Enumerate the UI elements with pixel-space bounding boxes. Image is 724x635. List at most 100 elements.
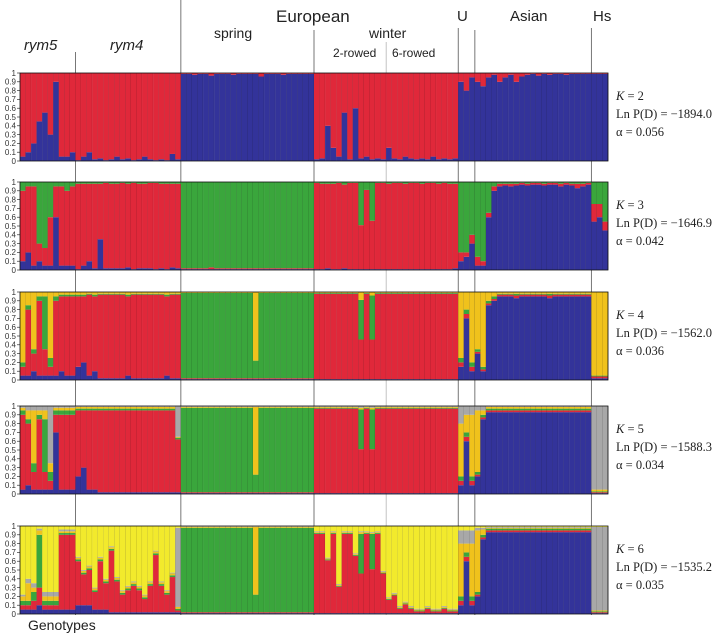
bar-segment: [53, 73, 59, 82]
bar-segment: [291, 269, 298, 270]
bar-segment: [574, 527, 581, 529]
bar-segment: [158, 526, 165, 582]
bar-segment: [513, 183, 520, 186]
bar-segment: [75, 406, 82, 409]
bar-segment: [203, 613, 209, 614]
bar-segment: [191, 268, 198, 270]
bar-segment: [319, 533, 326, 534]
bar-segment: [147, 268, 154, 270]
bar-segment: [469, 234, 475, 244]
bar-segment: [302, 269, 309, 270]
bar-segment: [458, 73, 464, 82]
bar-segment: [25, 186, 32, 253]
bar-segment: [358, 292, 364, 300]
bar-segment: [469, 292, 475, 363]
bar-segment: [64, 296, 70, 376]
bar-segment: [302, 268, 309, 270]
bar-segment: [419, 526, 425, 609]
bar-segment: [513, 292, 520, 294]
bar-segment: [424, 493, 431, 494]
bar-segment: [502, 408, 509, 411]
bar-segment: [47, 182, 54, 218]
bar-segment: [47, 134, 54, 161]
bar-segment: [297, 292, 303, 293]
bar-segment: [25, 406, 32, 411]
group-label-asian: Asian: [510, 8, 548, 25]
bar-segment: [153, 406, 159, 407]
bar-segment: [491, 190, 498, 270]
bar-segment: [142, 410, 148, 493]
bar-segment: [75, 406, 82, 407]
bar-segment: [546, 408, 553, 411]
bar-segment: [452, 608, 459, 610]
bar-segment: [230, 492, 237, 494]
bar-segment: [558, 293, 564, 295]
bar-segment: [142, 612, 148, 614]
bar-segment: [319, 73, 326, 159]
bar-segment: [497, 186, 503, 270]
bar-segment: [203, 292, 209, 293]
bar-segment: [69, 410, 76, 415]
bar-segment: [563, 410, 570, 413]
bar-segment: [186, 612, 193, 614]
bar-segment: [558, 296, 564, 380]
bar-segment: [86, 292, 93, 294]
bar-segment: [53, 375, 59, 380]
bar-segment: [230, 182, 237, 269]
bar-segment: [136, 73, 143, 160]
y-tick-label: 0.1: [5, 601, 17, 610]
bar-segment: [302, 526, 309, 528]
bar-segment: [463, 182, 470, 253]
bar-segment: [369, 533, 376, 570]
bar-segment: [125, 375, 131, 380]
bar-segment: [269, 493, 276, 494]
y-tick-label: 0.6: [5, 213, 17, 222]
bar-segment: [297, 292, 303, 379]
bar-segment: [308, 613, 315, 614]
bar-segment: [441, 182, 448, 270]
bar-segment: [236, 613, 242, 614]
bar-segment: [47, 73, 54, 135]
bar-segment: [480, 292, 487, 367]
bar-segment: [97, 182, 104, 184]
bar-segment: [31, 587, 37, 592]
bar-segment: [574, 406, 581, 407]
bar-segment: [436, 183, 442, 270]
bar-segment: [169, 153, 176, 161]
bar-segment: [458, 358, 464, 363]
bar-segment: [463, 318, 470, 380]
bar-segment: [297, 406, 303, 408]
bar-segment: [436, 159, 442, 161]
bar-segment: [241, 493, 248, 494]
bar-segment: [513, 182, 520, 184]
bar-segment: [491, 530, 498, 533]
bar-segment: [136, 585, 143, 587]
bar-segment: [491, 526, 498, 528]
bar-segment: [602, 406, 609, 490]
bar-segment: [241, 527, 248, 613]
bar-segment: [25, 485, 32, 494]
bar-segment: [447, 292, 453, 294]
bar-segment: [524, 406, 531, 409]
bar-segment: [524, 408, 531, 411]
bar-segment: [280, 407, 287, 493]
bar-segment: [214, 379, 220, 380]
bar-segment: [358, 299, 364, 340]
bar-segment: [330, 269, 337, 270]
bar-segment: [341, 613, 348, 614]
bar-segment: [369, 295, 376, 340]
bar-segment: [264, 73, 270, 74]
bar-segment: [236, 292, 242, 379]
bar-segment: [164, 492, 170, 494]
bar-segment: [20, 261, 26, 270]
bar-segment: [86, 73, 93, 153]
bar-segment: [236, 379, 242, 380]
bar-segment: [580, 412, 586, 494]
bar-segment: [424, 406, 431, 408]
bar-segment: [591, 221, 597, 270]
y-tick-label: 1: [12, 69, 17, 78]
bar-segment: [580, 526, 586, 527]
bar-segment: [480, 73, 487, 87]
bar-segment: [275, 379, 281, 380]
bar-segment: [546, 526, 553, 528]
